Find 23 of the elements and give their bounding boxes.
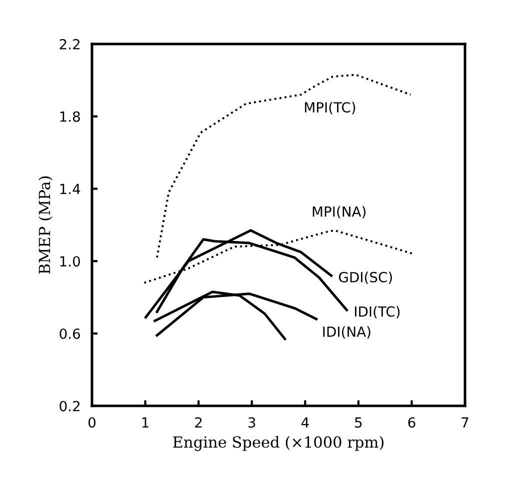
x-tick-label: 6 [408, 417, 416, 428]
y-tick-label: 2.2 [60, 38, 80, 50]
y-tick-label: 0.6 [60, 328, 80, 339]
x-tick-label: 7 [462, 417, 468, 428]
series-label: MPI(TC) [305, 102, 356, 114]
x-tick-label: 4 [301, 417, 309, 428]
x-tick-label: 0 [88, 417, 96, 428]
y-tick-label: 1.8 [60, 111, 80, 122]
line-series [156, 292, 318, 337]
y-tick-label: 1.0 [60, 256, 80, 267]
series-label: GDI(SC) [338, 272, 392, 284]
y-axis-title: BMEP (MPa) [38, 176, 52, 274]
x-axis-title: Engine Speed (×1000 rpm) [173, 436, 384, 451]
x-tick-label: 1 [142, 417, 148, 428]
series-label: IDI(NA) [323, 326, 370, 339]
x-tick-label: 5 [355, 417, 362, 428]
series-label: MPI(NA) [312, 206, 366, 218]
series-label: IDI(TC) [355, 306, 400, 318]
x-tick-label: 3 [248, 417, 256, 428]
y-tick-label: 1.4 [60, 184, 80, 194]
line-series [156, 74, 412, 258]
y-tick-label: 0.2 [60, 400, 80, 412]
x-tick-label: 2 [195, 417, 202, 428]
